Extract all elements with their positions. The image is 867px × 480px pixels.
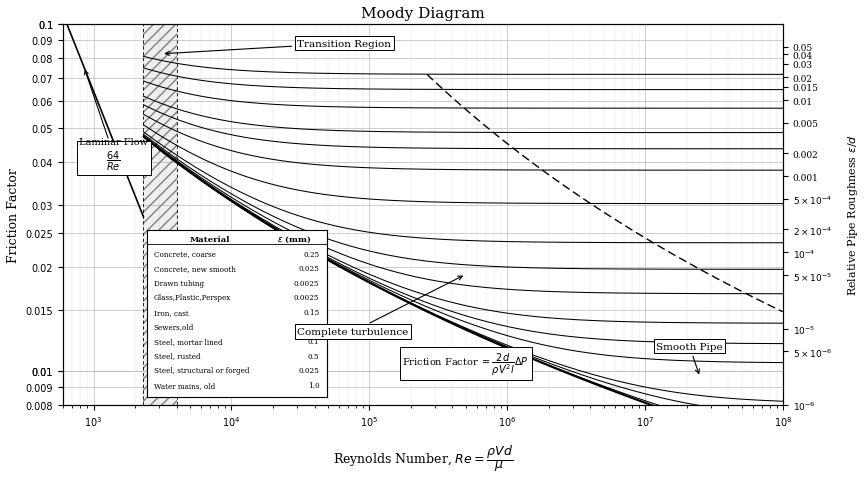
- Text: Smooth Pipe: Smooth Pipe: [656, 342, 723, 373]
- Text: Transition Region: Transition Region: [166, 39, 391, 56]
- Y-axis label: Relative Pipe Roughness $\varepsilon/d$: Relative Pipe Roughness $\varepsilon/d$: [846, 134, 860, 296]
- Y-axis label: Friction Factor: Friction Factor: [7, 168, 20, 262]
- X-axis label: Reynolds Number, $Re = \dfrac{\rho V d}{\mu}$: Reynolds Number, $Re = \dfrac{\rho V d}{…: [333, 442, 513, 473]
- Bar: [143, 25, 177, 405]
- Bar: [143, 25, 177, 405]
- Text: Friction Factor $= \dfrac{2d}{\rho V^2 l}\Delta P$: Friction Factor $= \dfrac{2d}{\rho V^2 l…: [402, 350, 529, 377]
- Title: Moody Diagram: Moody Diagram: [362, 7, 485, 21]
- Text: Laminar Flow
$\dfrac{64}{Re}$: Laminar Flow $\dfrac{64}{Re}$: [79, 72, 148, 173]
- Text: Complete turbulence: Complete turbulence: [297, 276, 462, 336]
